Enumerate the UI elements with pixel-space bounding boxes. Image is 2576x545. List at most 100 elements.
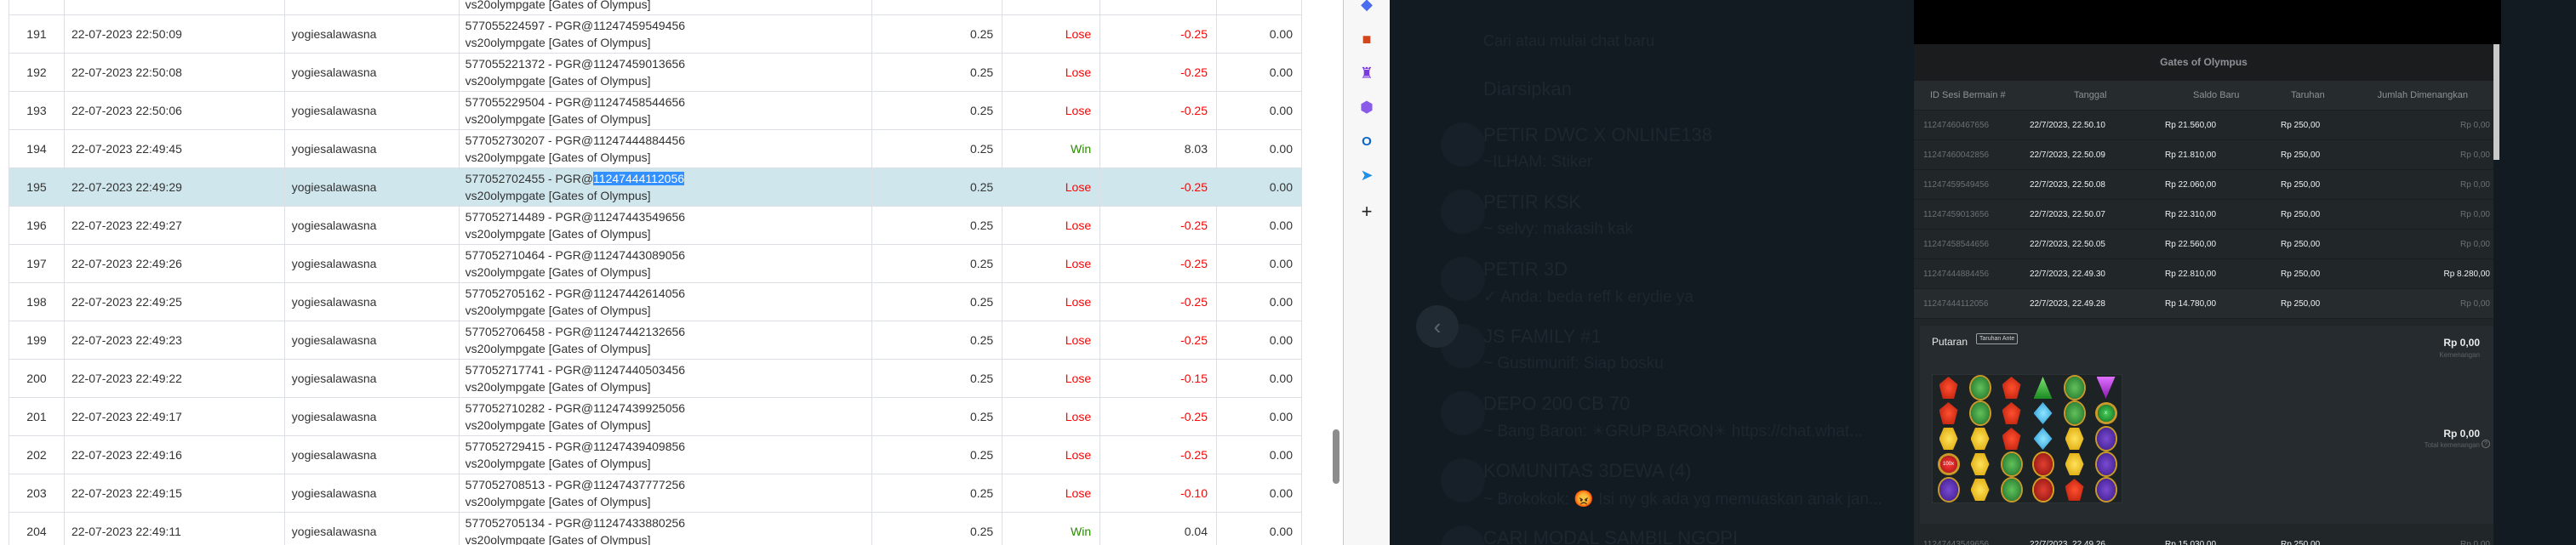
back-button[interactable]: ‹ [1416,305,1459,348]
tag-icon[interactable]: ◆ [1361,0,1373,13]
table-row[interactable]: 196 22-07-2023 22:49:27 yogiesalawasna 5… [9,206,1302,245]
table-row[interactable]: 194 22-07-2023 22:49:45 yogiesalawasna 5… [9,129,1302,168]
transaction-ref: 577052702455 - PGR@ [465,172,594,185]
chat-item[interactable]: PETIR 3D ✓ Anda: beda reff k erydie ya [1441,257,1694,307]
result-status: Lose [1002,244,1101,283]
header-balance: Saldo Baru [2193,90,2240,100]
header-win: Jumlah Dimenangkan [2377,90,2468,100]
username: yogiesalawasna [283,435,460,474]
archived-chats[interactable]: Diarsipkan [1483,78,1572,99]
browser-sidebar: ◆ ■ ♜ ⬢ O ➤ + [1343,0,1390,545]
username: yogiesalawasna [283,91,460,130]
result-status: Lose [1002,435,1101,474]
extra-amount: 0.00 [1216,474,1302,513]
selected-text: 11247444112056 [593,172,685,185]
date-time: 22-07-2023 22:49:45 [63,129,285,168]
bet: 0.25 [871,397,1003,436]
multiplier-label [2065,453,2084,475]
transaction-id: 577055224597 - PGR@11247459549456 [466,17,865,34]
copilot-icon[interactable]: ⬢ [1360,98,1374,116]
chat-item[interactable]: PETIR KSK ~ selvy: makasih kak [1441,190,1633,239]
plus-icon[interactable]: + [1361,201,1373,222]
chat-item[interactable]: CARI MODAL SAMBIL NGOPI [1441,525,1738,545]
panel-scrollbar[interactable] [2493,44,2499,160]
bet: Rp 250,00 [2281,299,2321,309]
username: yogiesalawasna [283,474,460,513]
table-row[interactable]: 195 22-07-2023 22:49:29 yogiesalawasna 5… [9,167,1302,207]
round-label: Putaran [1932,336,1968,348]
ante-badge: Taruhan Ante [1976,333,2019,344]
toolbox-icon[interactable]: ■ [1362,30,1372,48]
multiplier-label [2096,479,2116,501]
result-status: Lose [1002,359,1101,398]
history-row[interactable]: 11247460042856 22/7/2023, 22.50.09 Rp 21.8… [1914,140,2493,170]
history-row[interactable]: 11247444112056 22/7/2023, 22.49.28 Rp 14.7… [1914,289,2493,319]
chat-item[interactable]: KOMUNITAS 3DEWA (4) ~ Brokokok: 😡 Isi ny … [1441,458,1882,509]
result-status: Lose [1002,91,1101,130]
balance: Rp 22.310,00 [2165,210,2217,219]
win-loss-amount: -0.15 [1100,359,1217,398]
table-row[interactable]: 197 22-07-2023 22:49:26 yogiesalawasna 5… [9,244,1302,283]
multiplier-label [1970,453,1990,475]
win-loss-amount: -0.25 [1100,435,1217,474]
history-row[interactable]: 11247459013656 22/7/2023, 22.50.07 Rp 22.3… [1914,200,2493,230]
game-name: vs20olympgate [Gates of Olympus] [465,418,651,432]
table-row[interactable]: 192 22-07-2023 22:50:08 yogiesalawasna 5… [9,53,1302,92]
win-loss-amount: -0.25 [1100,282,1217,321]
transaction-id: 577052706458 - PGR@11247442132656 [466,323,865,340]
scrollbar-thumb[interactable] [1333,429,1339,484]
balance: Rp 14.780,00 [2165,299,2217,309]
chess-icon[interactable]: ♜ [1359,64,1374,82]
game-name: vs20olympgate [Gates of Olympus] [465,74,651,88]
table-row[interactable]: 203 22-07-2023 22:49:15 yogiesalawasna 5… [9,474,1302,513]
history-row[interactable]: 11247458544656 22/7/2023, 22.50.05 Rp 22.5… [1914,230,2493,259]
table-row[interactable]: 199 22-07-2023 22:49:23 yogiesalawasna 5… [9,321,1302,360]
bet: 0.25 [871,14,1003,54]
chat-item[interactable]: JS FAMILY #1 ~ Gustimunif: Siap bosku [1441,324,1664,373]
bet: 0.25 [871,91,1003,130]
history-row[interactable]: 11247460467656 22/7/2023, 22.50.10 Rp 21.5… [1914,111,2493,140]
send-icon[interactable]: ➤ [1360,166,1374,184]
result-status: Lose [1002,167,1101,207]
table-row[interactable]: 202 22-07-2023 22:49:16 yogiesalawasna 5… [9,435,1302,474]
multiplier-label [2065,402,2084,424]
symbol-yellow-icon [1933,426,1964,451]
avatar [1441,122,1485,167]
session-id: 11247458544656 [1923,240,1990,249]
win-loss-amount: 0.04 [1100,512,1217,545]
history-row[interactable]: 11247459549456 22/7/2023, 22.50.08 Rp 22.0… [1914,170,2493,200]
history-row[interactable]: 11247444884456 22/7/2023, 22.49.30 Rp 22.8… [1914,259,2493,289]
table-row[interactable]: 191 22-07-2023 22:50:09 yogiesalawasna 5… [9,14,1302,54]
result-status: Lose [1002,282,1101,321]
table-row[interactable]: 204 22-07-2023 22:49:11 yogiesalawasna 5… [9,512,1302,545]
chat-name: PETIR DWC X ONLINE138 [1483,124,1712,145]
transaction-id: 577052710464 - PGR@11247443089056 [466,247,865,264]
multiplier-label [2002,402,2021,424]
session-id: 11247444112056 [1923,299,1989,309]
balance: Rp 22.560,00 [2165,240,2217,249]
win-amount: Rp 8.280,00 [2443,270,2491,279]
transaction-ref: 577055224597 - PGR@11247459549456 [465,19,686,32]
table-row[interactable]: vs20olympgate [Gates of Olympus] [9,0,1302,15]
chat-search[interactable]: Cari atau mulai chat baru [1483,32,1655,49]
session-id: 11247459013656 [1923,210,1990,219]
symbol-blue-icon [2027,426,2059,451]
chat-item[interactable]: DEPO 200 CB 70 ~ Bang Baron: ✳GRUP BARON✳… [1441,391,1863,441]
avatar [1441,391,1485,435]
transaction-id: 577052705162 - PGR@11247442614056 [466,285,865,302]
help-icon[interactable]: ? [2482,440,2490,448]
symbol-purple-icon [1933,477,1964,502]
outlook-icon[interactable]: O [1362,133,1372,149]
transaction-id: 577055229504 - PGR@11247458544656 [466,94,865,111]
table-row[interactable]: 193 22-07-2023 22:50:06 yogiesalawasna 5… [9,91,1302,130]
multiplier-label [2002,453,2021,475]
date: 22/7/2023, 22.50.05 [2030,240,2105,249]
transaction-report-pane: vs20olympgate [Gates of Olympus] 191 22-… [0,0,1343,545]
history-row[interactable]: 11247443549656 22/7/2023, 22.49.26 Rp 15… [1914,530,2493,545]
chat-name: PETIR KSK [1483,191,1581,213]
chat-item[interactable]: PETIR DWC X ONLINE138 ~ILHAM: Stiker [1441,122,1712,172]
table-row[interactable]: 201 22-07-2023 22:49:17 yogiesalawasna 5… [9,397,1302,436]
result-status: Lose [1002,53,1101,92]
table-row[interactable]: 198 22-07-2023 22:49:25 yogiesalawasna 5… [9,282,1302,321]
table-row[interactable]: 200 22-07-2023 22:49:22 yogiesalawasna 5… [9,359,1302,398]
